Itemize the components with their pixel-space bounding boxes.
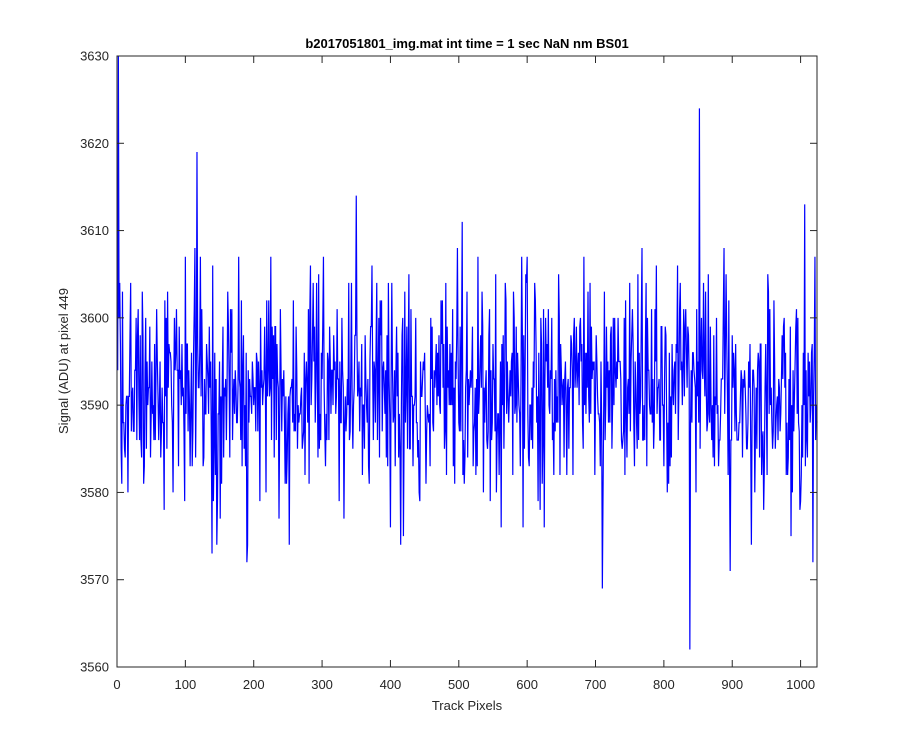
y-axis-title: Signal (ADU) at pixel 449 [56, 288, 71, 434]
tick-layer: 0 100 200 300 400 500 600 700 800 900 1000 3560 3570… [80, 49, 817, 692]
x-tick-label: 1000 [786, 677, 815, 692]
y-tick-label: 3560 [80, 660, 109, 675]
data-layer [117, 55, 818, 650]
y-tick-label: 3630 [80, 49, 109, 64]
y-tick-label: 3620 [80, 136, 109, 151]
y-tick-label: 3580 [80, 485, 109, 500]
y-tick-label: 3610 [80, 223, 109, 238]
x-tick-label: 100 [175, 677, 197, 692]
x-axis-title: Track Pixels [432, 698, 503, 713]
x-tick-label: 400 [380, 677, 402, 692]
x-tick-label: 800 [653, 677, 675, 692]
chart-title: b2017051801_img.mat int time = 1 sec NaN… [305, 36, 628, 51]
y-tick-label: 3590 [80, 398, 109, 413]
y-tick-label: 3570 [80, 572, 109, 587]
x-tick-label: 700 [585, 677, 607, 692]
x-tick-label: 500 [448, 677, 470, 692]
x-tick-label: 300 [311, 677, 333, 692]
x-tick-label: 600 [516, 677, 538, 692]
x-tick-label: 0 [113, 677, 120, 692]
y-tick-label: 3600 [80, 310, 109, 325]
axes-box [116, 55, 818, 668]
x-tick-label: 200 [243, 677, 265, 692]
x-tick-label: 900 [721, 677, 743, 692]
signal-series-line [117, 55, 818, 650]
